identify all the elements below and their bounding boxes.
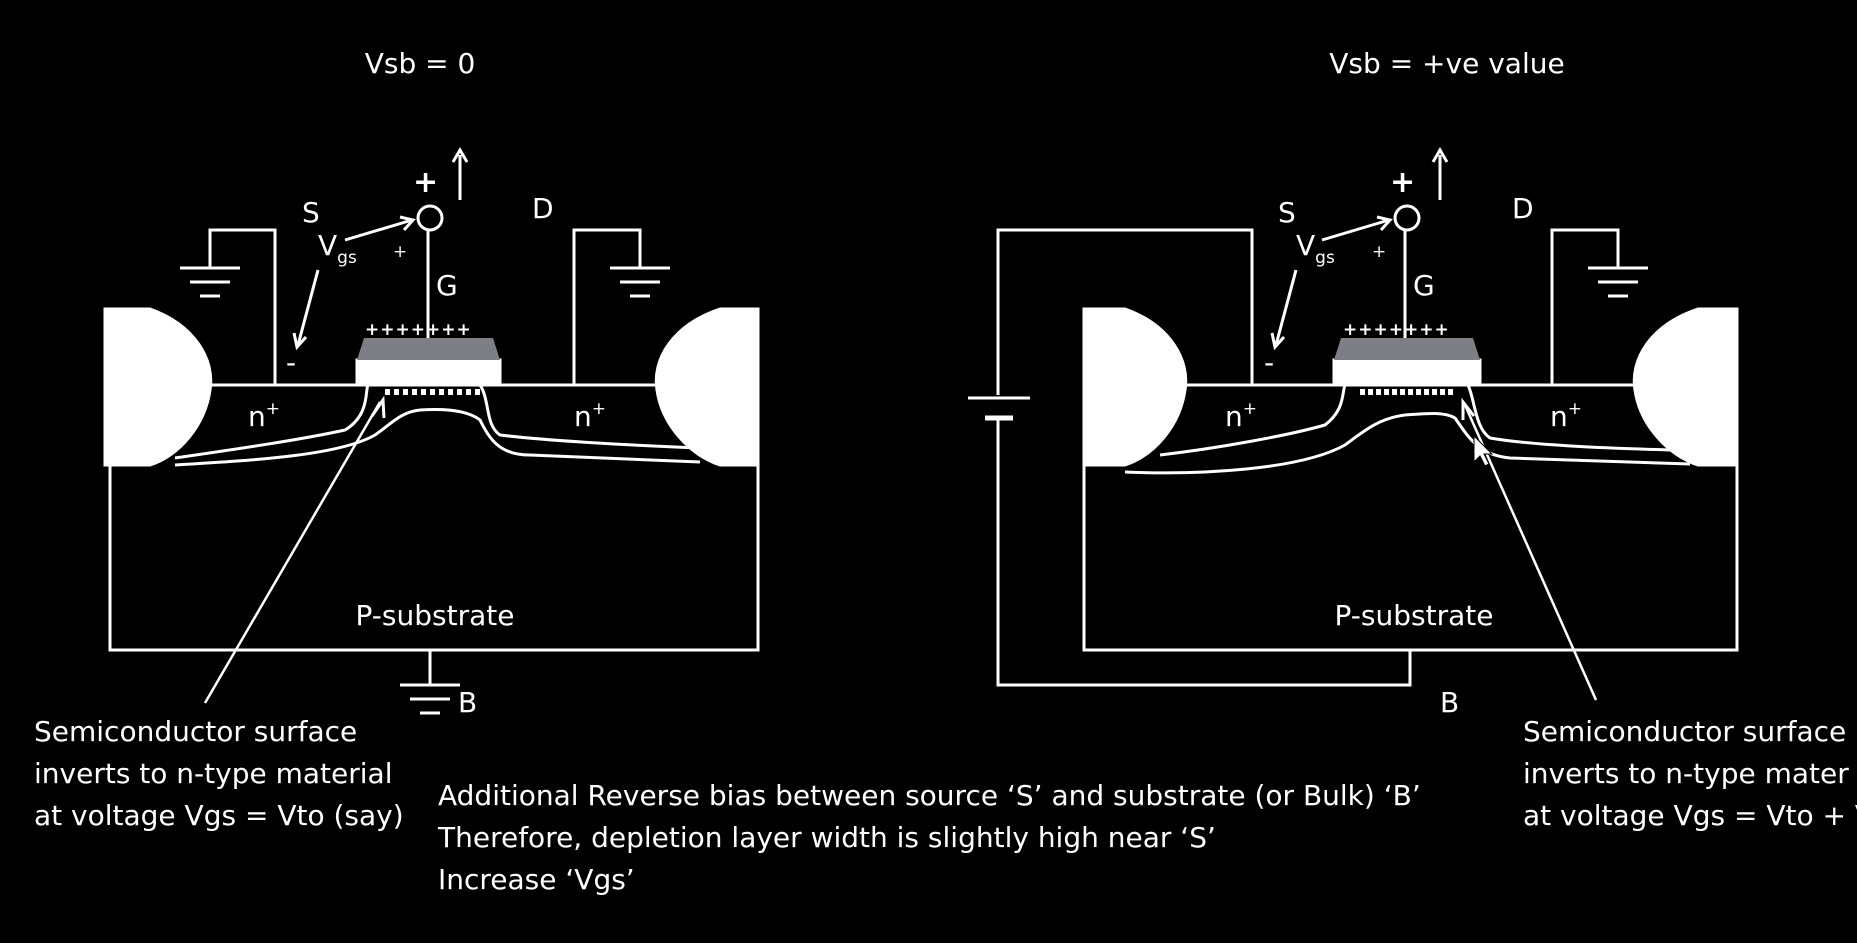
- middle-note: Additional Reverse bias between source ‘…: [437, 779, 1421, 896]
- left-note-line-2: inverts to n-type material: [34, 757, 392, 790]
- right-gate-charges: +++++++: [1343, 320, 1450, 340]
- right-source-label: S: [1278, 196, 1296, 229]
- right-gate-terminal: [1393, 204, 1421, 232]
- left-vgs-arrow-down: [296, 269, 320, 346]
- right-source-junction-inner: [1159, 384, 1347, 457]
- right-note-line-3: at voltage Vgs = Vto + V: [1523, 799, 1857, 832]
- right-plus-big: +: [1390, 165, 1415, 200]
- right-n-source: n+: [1225, 399, 1257, 433]
- middle-note-line-1: Additional Reverse bias between source ‘…: [438, 779, 1421, 812]
- left-note-line-3: at voltage Vgs = Vto (say): [34, 799, 404, 832]
- left-note: Semiconductor surface inverts to n-type …: [34, 715, 404, 832]
- left-source-label: S: [302, 196, 320, 229]
- left-gate-electrode: [357, 338, 500, 360]
- left-title: Vsb = 0: [365, 47, 476, 80]
- left-vgs-arrowhead-up: [399, 215, 416, 232]
- left-gate-oxide: [355, 358, 502, 387]
- right-note-line-1: Semiconductor surface: [1523, 715, 1846, 748]
- left-plus-big: +: [413, 165, 438, 200]
- left-gate-charges: +++++++: [365, 320, 472, 340]
- left-gate-label: G: [436, 269, 458, 302]
- left-source-junction-inner: [174, 384, 370, 460]
- right-drain-junction-inner: [1466, 384, 1671, 452]
- mouse-cursor-icon: [1473, 434, 1494, 467]
- right-source-wire: [996, 228, 1254, 395]
- right-drain-label: D: [1512, 192, 1534, 225]
- right-vgs-arrow-up: [1321, 218, 1390, 242]
- right-gate-label: G: [1413, 269, 1435, 302]
- left-plus-small: +: [393, 242, 407, 262]
- right-depletion-boundary-1: [1124, 413, 1406, 475]
- right-n-drain: n+: [1550, 399, 1582, 433]
- left-n-drain: n+: [574, 399, 606, 433]
- right-substrate-label: P-substrate: [1335, 599, 1494, 632]
- left-drain-wire: [572, 228, 642, 385]
- right-plus-small: +: [1372, 242, 1386, 262]
- left-n-source: n+: [248, 399, 280, 433]
- right-minus: -: [1264, 346, 1274, 379]
- right-note-pointer-head: [1461, 397, 1476, 420]
- right-gate-electrode: [1334, 338, 1480, 360]
- middle-note-line-2: Therefore, depletion layer width is slig…: [437, 821, 1216, 854]
- right-gate-oxide: [1332, 358, 1482, 387]
- left-drain-junction-inner: [478, 384, 701, 450]
- right-depletion-boundary-2: [1404, 411, 1691, 466]
- right-note: Semiconductor surface inverts to n-type …: [1523, 715, 1857, 832]
- left-vgs-label: Vgs: [318, 229, 357, 268]
- left-source-wire: [208, 228, 277, 385]
- right-vgs-arrow-down: [1274, 269, 1298, 346]
- right-note-line-2: inverts to n-type mater: [1523, 757, 1849, 790]
- left-substrate-label: P-substrate: [356, 599, 515, 632]
- right-title: Vsb = +ve value: [1329, 47, 1564, 80]
- left-isolation-oxide-left: [103, 307, 213, 467]
- left-vgs-arrow-up: [344, 218, 413, 242]
- left-drain-label: D: [532, 192, 554, 225]
- left-substrate-outline: [108, 465, 760, 652]
- right-vgs-label: Vgs: [1296, 229, 1335, 268]
- right-mosfet: Vsb = +ve value S D G B: [968, 47, 1739, 719]
- right-body-wire: [996, 420, 1412, 687]
- left-body-label: B: [458, 686, 477, 719]
- left-note-pointer: [203, 401, 382, 704]
- left-mosfet: Vsb = 0: [103, 47, 760, 719]
- right-drain-wire: [1550, 228, 1620, 385]
- right-isolation-oxide-left: [1082, 307, 1188, 467]
- left-isolation-oxide-right: [654, 307, 760, 467]
- left-depletion-boundary-1: [174, 408, 421, 467]
- middle-note-line-3: Increase ‘Vgs’: [438, 863, 635, 896]
- left-vgs-arrowhead-down: [292, 332, 308, 351]
- left-note-line-1: Semiconductor surface: [34, 715, 357, 748]
- left-depletion-boundary-2: [419, 408, 701, 464]
- left-note-pointer-head: [370, 395, 386, 419]
- left-gate-terminal: [416, 204, 444, 232]
- right-isolation-oxide-right: [1632, 307, 1739, 467]
- right-increase-arrowhead: [1431, 147, 1449, 163]
- right-body-label: B: [1440, 686, 1459, 719]
- left-increase-arrowhead: [451, 147, 469, 163]
- right-vgs-arrowhead-up: [1376, 215, 1393, 232]
- left-minus: -: [286, 346, 296, 379]
- right-vgs-arrowhead-down: [1270, 332, 1286, 351]
